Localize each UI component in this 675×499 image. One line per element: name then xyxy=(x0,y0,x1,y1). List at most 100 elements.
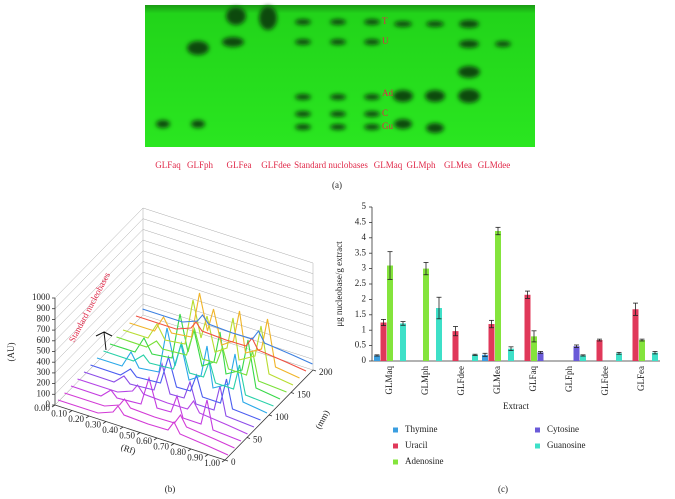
bar xyxy=(380,322,387,361)
x-tick-label: 0.90 xyxy=(187,453,203,463)
bar xyxy=(482,354,488,361)
grid-line xyxy=(54,304,144,395)
lane-label: GLMea xyxy=(444,160,472,170)
bar xyxy=(652,352,658,361)
tick-mark xyxy=(204,454,209,457)
tick-mark xyxy=(221,459,226,463)
y-axis-title: μg nucleobase/g extract xyxy=(334,241,344,327)
grid-line xyxy=(54,293,144,384)
x-axis-title: Extract xyxy=(503,401,529,411)
y-tick-label: 0 xyxy=(46,399,51,409)
bar xyxy=(596,340,603,361)
bar xyxy=(573,346,580,361)
y-axis-title: (AU) xyxy=(6,343,16,362)
grid-line xyxy=(54,207,144,299)
legend-label: Cytosine xyxy=(547,424,579,434)
grid-line xyxy=(142,218,314,274)
bar xyxy=(524,294,531,361)
bar xyxy=(374,355,380,361)
lane-label: GLFaq xyxy=(155,160,181,170)
y-tick-label: 600 xyxy=(37,335,51,345)
panel-label: (c) xyxy=(498,484,508,494)
x-tick-label: GLFdee xyxy=(456,366,466,396)
legend-label: Adenosine xyxy=(405,456,444,466)
tick-mark xyxy=(187,448,192,452)
annotation-bracket xyxy=(95,331,113,351)
x-tick-label: 0.20 xyxy=(68,414,84,424)
axis-line xyxy=(54,314,144,406)
y-tick-label: 1000 xyxy=(32,292,51,302)
tick-mark xyxy=(85,415,90,419)
lane-label: GLFph xyxy=(187,160,214,170)
bar xyxy=(508,348,514,361)
tick-mark xyxy=(224,459,229,462)
panel-label: (a) xyxy=(332,180,342,190)
densitogram-curves xyxy=(57,292,314,456)
grid-line xyxy=(142,207,314,264)
legend-label: Uracil xyxy=(405,440,428,450)
legend-label: Thymine xyxy=(405,424,438,434)
z-tick-label: 200 xyxy=(319,367,333,377)
tick-mark xyxy=(136,432,141,435)
lane-label: GLMph xyxy=(407,160,436,170)
x-tick-label: GLFph xyxy=(564,366,574,393)
legend-swatch xyxy=(393,427,398,433)
y-tick-label: 700 xyxy=(37,324,51,334)
legend-swatch xyxy=(393,459,398,465)
spot-labels: TU Ad C Gu xyxy=(382,16,393,131)
grid-line xyxy=(142,229,314,285)
y-tick-label: 500 xyxy=(37,346,51,356)
x-tick-label: GLFdee xyxy=(600,366,610,396)
legend-swatch xyxy=(535,443,540,449)
y-tick-label: 2 xyxy=(362,293,367,303)
grid-line xyxy=(142,293,314,349)
z-tick-label: 100 xyxy=(275,412,289,422)
grid-line xyxy=(142,261,314,317)
spot-label: Gu xyxy=(382,121,393,131)
grid-line xyxy=(54,218,144,309)
lane-label: GLFdee xyxy=(261,160,291,170)
grid-line xyxy=(54,282,144,374)
x-tick-label: 1.00 xyxy=(204,458,220,468)
grid-line xyxy=(54,229,144,320)
lane-label: Standard nuclobases xyxy=(294,160,368,170)
x-tick-label: 0.10 xyxy=(51,409,67,419)
spot-label: T xyxy=(382,16,388,26)
lane-labels: GLFaq GLFph GLFea GLFdee Standard nuclobases… xyxy=(155,160,510,170)
bar xyxy=(472,354,478,361)
y-tick-label: 4 xyxy=(362,232,367,242)
tlc-plate xyxy=(145,5,535,147)
bar xyxy=(452,331,459,361)
bar xyxy=(423,268,429,361)
grid-line xyxy=(54,250,144,341)
legend-swatch xyxy=(393,443,398,449)
z-tick-label: 0 xyxy=(231,457,236,467)
x-tick-label: 0.50 xyxy=(119,431,135,441)
y-tick-label: 400 xyxy=(37,356,51,366)
densitogram: 010020030040050060070080090010000.000.10… xyxy=(32,207,333,468)
y-tick-label: 1 xyxy=(362,324,367,334)
bar xyxy=(616,353,622,361)
legend-swatch xyxy=(535,427,540,433)
grid-line xyxy=(142,239,314,296)
lane-label: GLMdee xyxy=(478,160,511,170)
x-tick-label: GLMaq xyxy=(384,366,394,395)
y-tick-label: 1.5 xyxy=(355,309,367,319)
x-tick-label: 0.00 xyxy=(34,403,50,413)
bar xyxy=(580,355,586,361)
bar xyxy=(436,308,442,361)
z-tick-label: 150 xyxy=(297,390,311,400)
x-tick-label: 0.30 xyxy=(85,420,101,430)
bar-chart: 0 0.5 1 1.5 2 2.5 3 3.5 4 4.5 5 GLMaq GLMph GLFdee GLM… xyxy=(355,201,660,466)
tick-mark xyxy=(312,369,317,372)
y-tick-label: 800 xyxy=(37,313,51,323)
y-tick-label: 5 xyxy=(362,201,367,211)
bar xyxy=(488,324,495,361)
y-tick-label: 4.5 xyxy=(355,216,367,226)
bar xyxy=(387,265,393,361)
grid-line xyxy=(142,282,314,339)
bar xyxy=(537,352,544,361)
bar xyxy=(639,340,645,361)
x-tick-label: GLFea xyxy=(636,366,646,391)
x-tick-label: 0.70 xyxy=(153,442,169,452)
